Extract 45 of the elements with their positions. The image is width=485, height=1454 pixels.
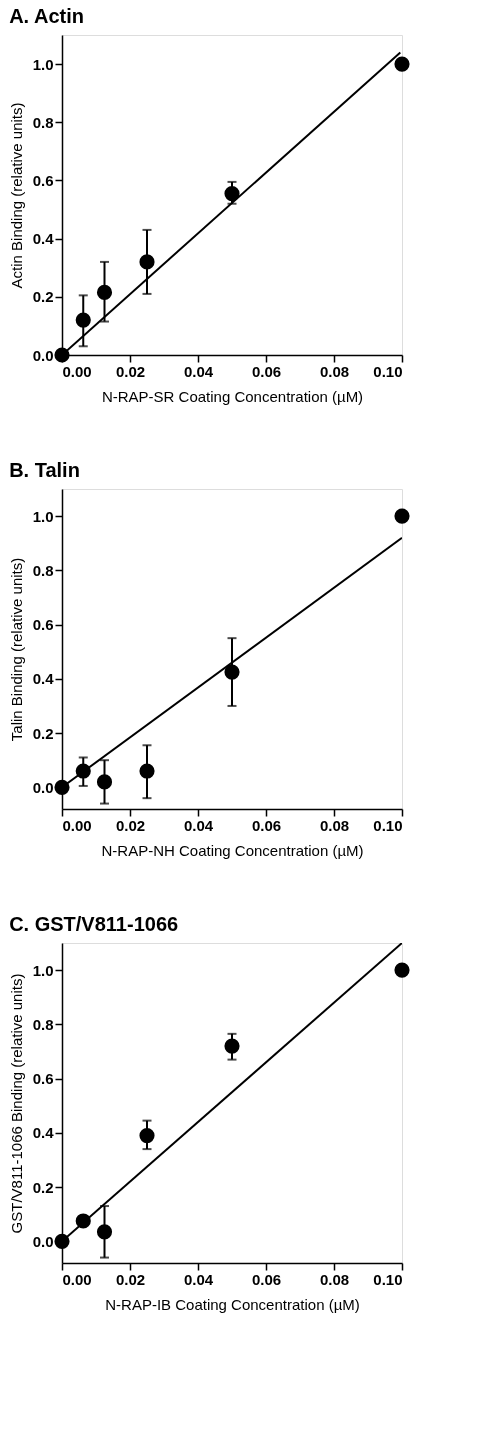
y-axis-title: GST/V811-1066 Binding (relative units) [7,973,25,1234]
y-axis-title: Actin Binding (relative units) [7,102,25,289]
y-tick-label: 0.2 [32,724,54,742]
y-tick-label: 0.2 [32,1178,54,1196]
y-tick-label: 1.0 [32,507,54,525]
y-tick-label: 0.8 [32,113,54,131]
y-tick-label: 0.0 [32,1232,54,1250]
y-tick-label: 0.8 [32,561,54,579]
y-tick-label: 0.4 [32,1124,55,1142]
y-tick-label: 1.0 [32,55,54,73]
y-tick-label: 0.6 [32,171,54,189]
x-tick-label: 0.02 [115,362,146,380]
y-tick-label: 0.8 [32,1015,54,1033]
x-tick-label: 0.04 [183,1270,214,1288]
x-tick-label: 0.06 [251,362,282,380]
y-axis-title: Talin Binding (relative units) [7,557,25,742]
chart-title: B. Talin [9,459,80,481]
x-tick-label: 0.00 [62,1270,92,1288]
x-tick-label: 0.02 [115,816,146,834]
x-tick-label: 0.08 [319,1270,350,1288]
x-tick-label: 0.10 [373,816,403,834]
y-tick-label: 1.0 [32,961,54,979]
x-axis-title: N-RAP-IB Coating Concentration (µM) [105,1295,360,1313]
chart-title: A. Actin [9,5,84,27]
x-tick-label: 0.10 [373,1270,403,1288]
x-tick-label: 0.04 [183,362,214,380]
y-tick-label: 0.4 [32,230,55,248]
x-tick-label: 0.04 [183,816,214,834]
y-tick-label: 0.6 [32,1070,54,1088]
chart-title: C. GST/V811-1066 [9,913,179,935]
x-tick-label: 0.00 [62,816,92,834]
x-axis-title: N-RAP-NH Coating Concentration (µM) [101,841,364,859]
x-tick-label: 0.08 [319,816,350,834]
y-tick-label: 0.2 [32,288,54,306]
x-axis-title: N-RAP-SR Coating Concentration (µM) [101,387,364,405]
y-tick-label: 0.0 [32,778,54,796]
y-tick-label: 0.6 [32,616,54,634]
x-tick-label: 0.02 [115,1270,146,1288]
x-tick-label: 0.06 [251,1270,282,1288]
x-tick-label: 0.08 [319,362,350,380]
y-tick-label: 0.4 [32,670,55,688]
y-tick-label: 0.0 [32,346,54,364]
x-tick-label: 0.10 [373,362,403,380]
x-tick-label: 0.00 [62,362,92,380]
x-tick-label: 0.06 [251,816,282,834]
